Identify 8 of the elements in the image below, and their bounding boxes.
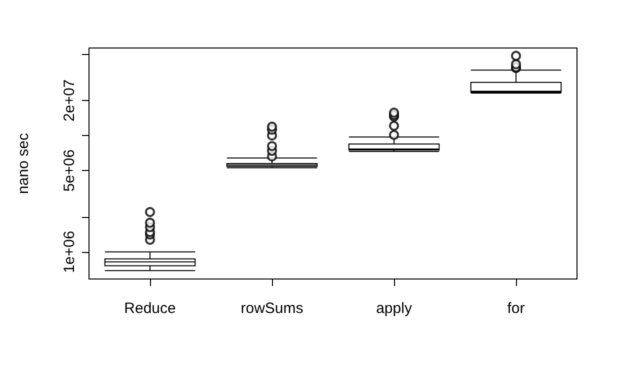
x-tick-label: rowSums xyxy=(240,300,304,317)
x-tick-label: Reduce xyxy=(124,300,176,317)
y-tick-label: 2e+07 xyxy=(61,79,78,122)
x-tick-label: for xyxy=(507,300,525,317)
y-axis-title: nano sec xyxy=(15,132,32,194)
y-tick-label: 5e+06 xyxy=(61,149,78,192)
y-tick-label: 1e+06 xyxy=(61,230,78,273)
x-tick-label: apply xyxy=(376,300,412,317)
